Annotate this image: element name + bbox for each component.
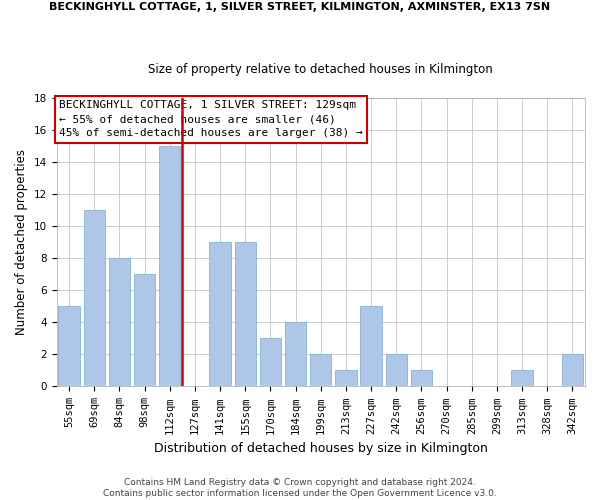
Bar (134, 274, 155, 386)
Bar (58, 306, 80, 386)
Bar (285, 322, 306, 386)
Text: Contains HM Land Registry data © Crown copyright and database right 2024.
Contai: Contains HM Land Registry data © Crown c… (103, 478, 497, 498)
Bar (310, 354, 331, 386)
Text: BECKINGHYLL COTTAGE, 1 SILVER STREET: 129sqm
← 55% of detached houses are smalle: BECKINGHYLL COTTAGE, 1 SILVER STREET: 12… (59, 100, 363, 138)
Bar (511, 370, 533, 386)
Bar (109, 258, 130, 386)
Bar (562, 354, 583, 386)
Bar (83, 210, 105, 386)
Text: BECKINGHYLL COTTAGE, 1, SILVER STREET, KILMINGTON, AXMINSTER, EX13 7SN: BECKINGHYLL COTTAGE, 1, SILVER STREET, K… (49, 2, 551, 12)
Bar (411, 370, 432, 386)
Bar (386, 354, 407, 386)
X-axis label: Distribution of detached houses by size in Kilmington: Distribution of detached houses by size … (154, 442, 488, 455)
Bar (335, 370, 356, 386)
Bar (235, 242, 256, 386)
Bar (159, 146, 181, 386)
Title: Size of property relative to detached houses in Kilmington: Size of property relative to detached ho… (148, 62, 493, 76)
Bar (209, 242, 231, 386)
Y-axis label: Number of detached properties: Number of detached properties (15, 149, 28, 335)
Bar (361, 306, 382, 386)
Bar (260, 338, 281, 386)
